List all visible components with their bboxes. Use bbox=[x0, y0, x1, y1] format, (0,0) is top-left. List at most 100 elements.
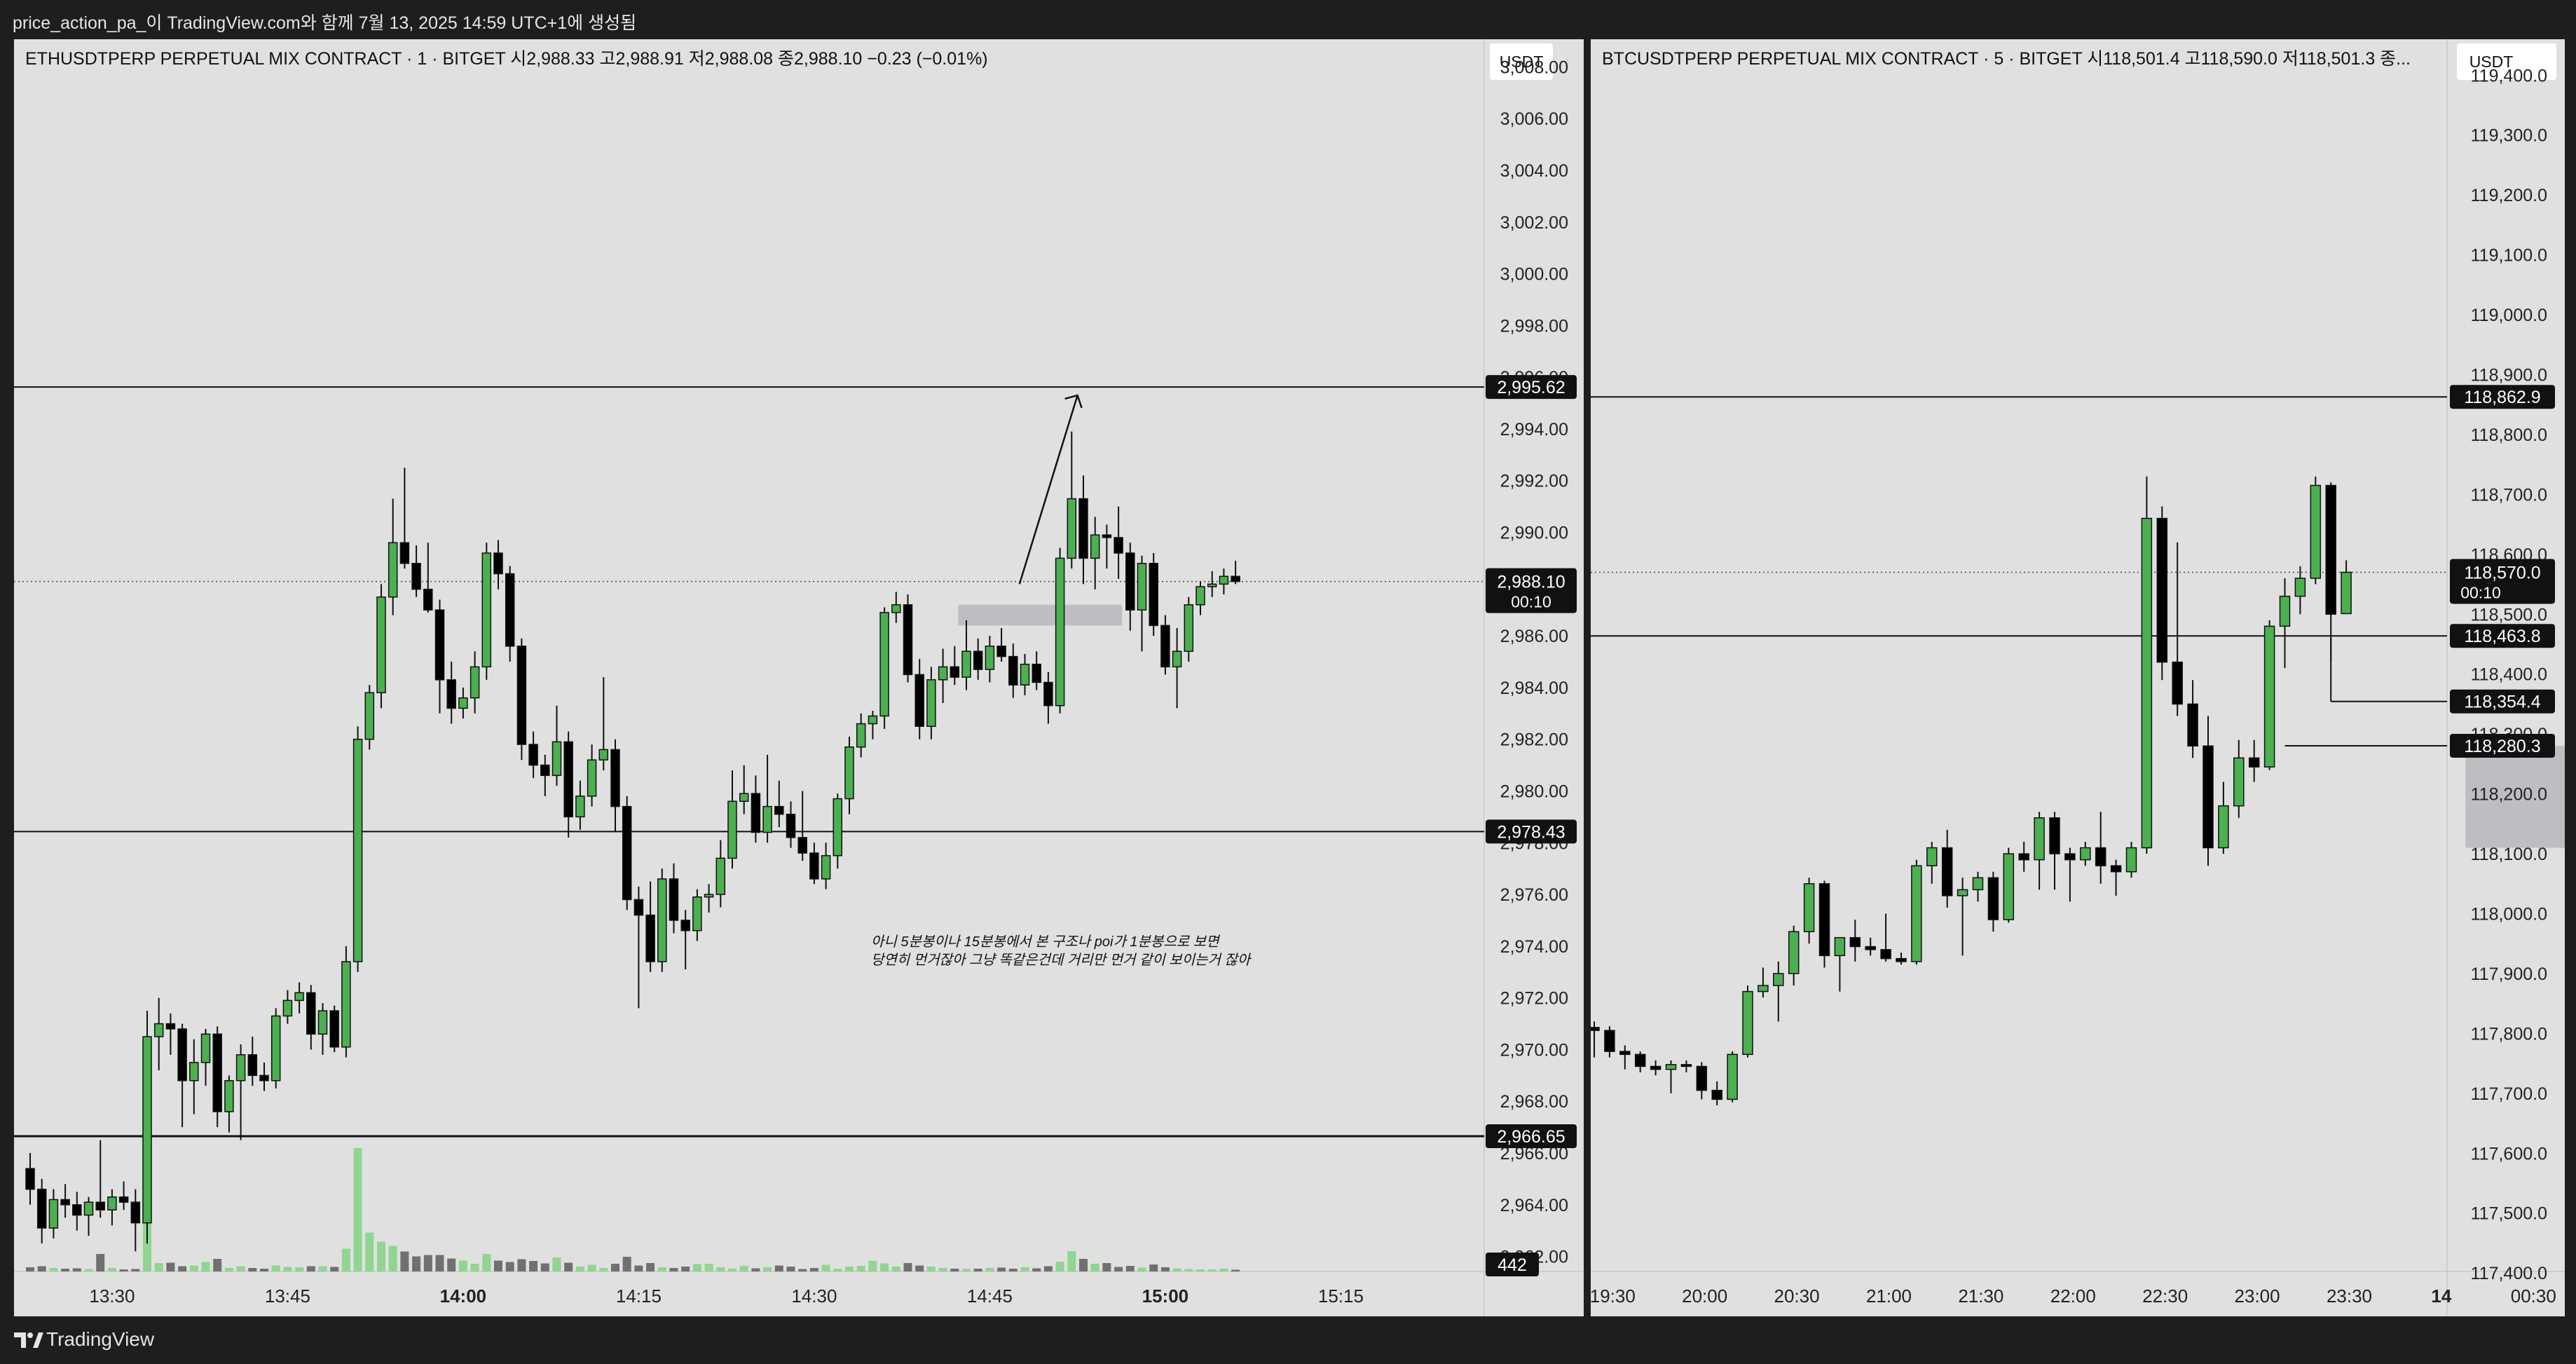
tradingview-logo-icon[interactable] bbox=[13, 1327, 43, 1353]
candle[interactable] bbox=[1788, 925, 1800, 986]
candle[interactable] bbox=[153, 997, 164, 1070]
candle[interactable] bbox=[1727, 1051, 1738, 1103]
candle[interactable] bbox=[587, 744, 597, 807]
candle[interactable] bbox=[774, 780, 784, 828]
candle[interactable] bbox=[1987, 871, 1999, 932]
candle[interactable] bbox=[528, 731, 538, 779]
candle[interactable] bbox=[657, 868, 667, 972]
candle[interactable] bbox=[388, 498, 398, 615]
candle[interactable] bbox=[189, 1039, 199, 1114]
candle[interactable] bbox=[2049, 812, 2060, 890]
candle[interactable] bbox=[1619, 1045, 1631, 1070]
candle[interactable] bbox=[891, 592, 901, 623]
candle[interactable] bbox=[72, 1192, 82, 1231]
poi-zone-box[interactable] bbox=[2465, 746, 2565, 848]
candle[interactable] bbox=[1758, 967, 1769, 998]
candle[interactable] bbox=[130, 1189, 141, 1252]
candle[interactable] bbox=[1742, 986, 1753, 1058]
candle[interactable] bbox=[1680, 1060, 1692, 1072]
candle[interactable] bbox=[2279, 578, 2291, 669]
candle[interactable] bbox=[247, 1036, 258, 1086]
candle[interactable] bbox=[352, 726, 363, 972]
candle[interactable] bbox=[1896, 953, 1907, 965]
candle[interactable] bbox=[715, 840, 726, 908]
candle[interactable] bbox=[1160, 615, 1170, 675]
candle[interactable] bbox=[1849, 920, 1861, 962]
candle[interactable] bbox=[622, 796, 632, 911]
candle[interactable] bbox=[1834, 936, 1846, 992]
candle[interactable] bbox=[1941, 829, 1953, 908]
candle[interactable] bbox=[95, 1140, 105, 1218]
candle[interactable] bbox=[739, 765, 749, 814]
candle[interactable] bbox=[2064, 847, 2076, 902]
candle[interactable] bbox=[1008, 643, 1018, 698]
candle[interactable] bbox=[1865, 937, 1876, 956]
candle[interactable] bbox=[1172, 628, 1182, 709]
candle[interactable] bbox=[2341, 560, 2352, 615]
candle[interactable] bbox=[48, 1189, 59, 1239]
candle[interactable] bbox=[434, 599, 445, 714]
candle[interactable] bbox=[2202, 716, 2214, 866]
candle[interactable] bbox=[294, 982, 304, 1014]
candle[interactable] bbox=[2080, 841, 2091, 866]
candle[interactable] bbox=[1634, 1051, 1646, 1072]
candle[interactable] bbox=[1911, 859, 1922, 965]
candle[interactable] bbox=[306, 985, 316, 1050]
candle[interactable] bbox=[2110, 859, 2122, 896]
candle[interactable] bbox=[317, 1003, 328, 1055]
candle[interactable] bbox=[879, 607, 889, 729]
candle[interactable] bbox=[376, 584, 386, 709]
candle[interactable] bbox=[1043, 671, 1053, 724]
candle[interactable] bbox=[2095, 812, 2106, 884]
candle[interactable] bbox=[2018, 841, 2029, 872]
candle[interactable] bbox=[2248, 739, 2260, 782]
candle[interactable] bbox=[2325, 482, 2336, 662]
candle[interactable] bbox=[1184, 596, 1194, 662]
candle[interactable] bbox=[540, 754, 550, 796]
candle[interactable] bbox=[797, 791, 807, 861]
candle[interactable] bbox=[914, 659, 924, 739]
candle[interactable] bbox=[60, 1184, 70, 1218]
candle[interactable] bbox=[1773, 961, 1784, 1022]
candle[interactable] bbox=[118, 1181, 129, 1210]
candle[interactable] bbox=[235, 1044, 246, 1140]
candle[interactable] bbox=[762, 754, 772, 843]
candle[interactable] bbox=[985, 636, 995, 683]
candle[interactable] bbox=[1880, 913, 1891, 962]
candle[interactable] bbox=[938, 648, 948, 704]
candle[interactable] bbox=[821, 843, 831, 889]
candle[interactable] bbox=[2156, 506, 2168, 681]
candle[interactable] bbox=[1149, 553, 1158, 636]
currency-box[interactable] bbox=[1490, 43, 1553, 80]
candle[interactable] bbox=[1114, 506, 1123, 579]
candle[interactable] bbox=[1078, 475, 1088, 585]
candle[interactable] bbox=[1711, 1081, 1722, 1105]
candle[interactable] bbox=[973, 638, 983, 680]
candle[interactable] bbox=[1020, 653, 1030, 695]
candle[interactable] bbox=[2125, 841, 2137, 878]
candle[interactable] bbox=[2218, 782, 2229, 854]
candle[interactable] bbox=[2141, 476, 2153, 854]
candle[interactable] bbox=[1231, 561, 1240, 585]
candle[interactable] bbox=[1090, 517, 1100, 589]
candle[interactable] bbox=[1137, 555, 1147, 652]
candle[interactable] bbox=[833, 793, 843, 869]
candle[interactable] bbox=[212, 1026, 222, 1128]
candle[interactable] bbox=[423, 543, 433, 613]
candle[interactable] bbox=[107, 1189, 117, 1226]
candle[interactable] bbox=[1195, 581, 1205, 615]
candle[interactable] bbox=[25, 1153, 35, 1205]
candle[interactable] bbox=[2233, 739, 2245, 818]
candle[interactable] bbox=[551, 705, 562, 786]
poi-zone-box[interactable] bbox=[958, 604, 1123, 626]
candle[interactable] bbox=[563, 731, 573, 838]
candle[interactable] bbox=[399, 468, 410, 569]
candle[interactable] bbox=[868, 711, 878, 739]
candle[interactable] bbox=[259, 1062, 269, 1091]
candle[interactable] bbox=[446, 662, 456, 724]
candle[interactable] bbox=[270, 1008, 281, 1089]
candle[interactable] bbox=[2187, 680, 2198, 758]
candle[interactable] bbox=[341, 946, 351, 1058]
candle[interactable] bbox=[786, 801, 796, 848]
candle[interactable] bbox=[1972, 871, 1984, 902]
